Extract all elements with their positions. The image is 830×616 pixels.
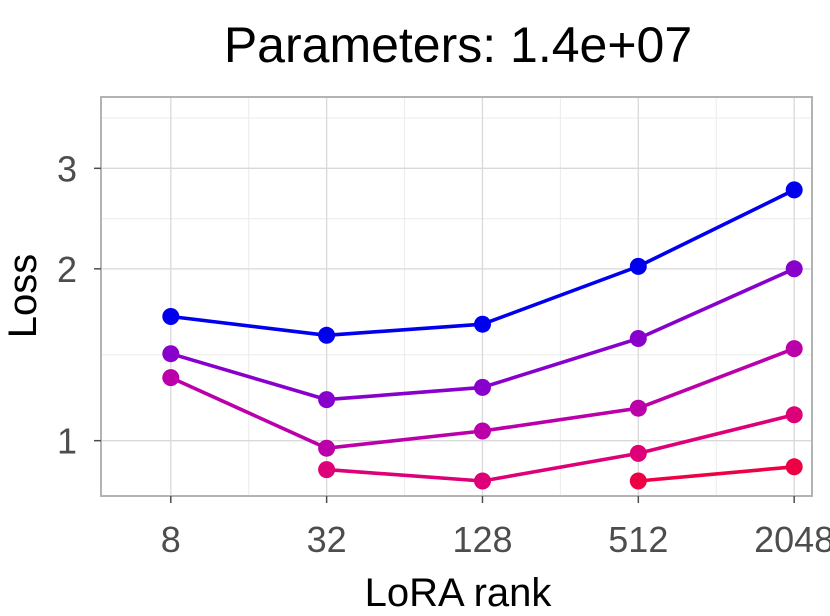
x-tick-label: 32 (307, 519, 347, 560)
x-tick-label: 2048 (754, 519, 830, 560)
data-point (785, 181, 803, 199)
data-point (162, 345, 180, 363)
x-axis-title: LoRA rank (365, 571, 553, 615)
data-point (629, 257, 647, 275)
data-point (785, 260, 803, 278)
axis-ticks: 8 32 128 512 2048 1 2 3 (57, 148, 830, 560)
y-tick-label: 2 (57, 249, 77, 290)
data-point (629, 399, 647, 417)
series-1 (162, 181, 803, 344)
data-point (629, 472, 647, 490)
panel-border (100, 96, 813, 497)
series-5 (629, 458, 803, 490)
x-tick-label: 8 (161, 519, 181, 560)
y-tick-label: 3 (57, 148, 77, 189)
data-point (785, 458, 803, 476)
data-point (162, 369, 180, 387)
series-3 (162, 340, 803, 457)
data-point (318, 461, 336, 479)
data-point (474, 378, 491, 396)
data-point (629, 330, 647, 347)
x-tick-label: 512 (608, 519, 668, 560)
series-line (326, 413, 795, 483)
data-point (474, 315, 491, 333)
data-point (629, 444, 647, 462)
data-point (318, 391, 336, 409)
data-point (318, 326, 336, 344)
data-point (785, 406, 803, 424)
data-point (474, 422, 491, 440)
series-2 (162, 260, 803, 409)
series-4 (318, 406, 803, 490)
y-tick-label: 1 (57, 421, 77, 462)
data-point (162, 308, 180, 325)
series-line (638, 465, 795, 483)
y-axis-title: Loss (1, 254, 45, 339)
data-point (785, 340, 803, 358)
series-group (162, 181, 803, 490)
data-point (318, 439, 336, 457)
chart-title: Parameters: 1.4e+07 (224, 17, 692, 73)
data-point (474, 472, 491, 490)
x-tick-label: 128 (452, 519, 512, 560)
